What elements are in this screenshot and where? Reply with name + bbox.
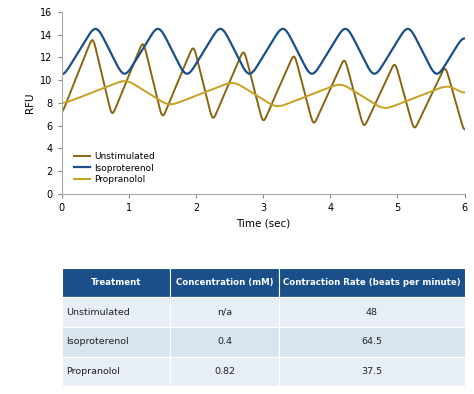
Bar (171, 297, 279, 327)
Propranolol (255, 94, 261, 98)
Text: 48: 48 (366, 308, 378, 317)
Unstimulated (450, 90, 456, 95)
Bar (62, 297, 171, 327)
Unstimulated (79, 60, 85, 65)
Text: Unstimulated: Unstimulated (66, 308, 130, 317)
Bar (62, 327, 171, 357)
Unstimulated (244, 59, 250, 63)
Unstimulated (462, 127, 467, 132)
Propranolol (376, 104, 382, 109)
Text: 0.4: 0.4 (217, 337, 232, 346)
Isoproterenol (450, 50, 456, 55)
Bar (171, 327, 279, 357)
Propranolol (450, 85, 456, 90)
Text: Concentration (mM): Concentration (mM) (176, 278, 273, 287)
Propranolol (122, 79, 128, 84)
Unstimulated (255, 101, 261, 106)
Bar (171, 268, 279, 297)
Bar (62, 357, 171, 386)
Line: Unstimulated: Unstimulated (62, 40, 465, 129)
Bar (171, 357, 279, 386)
Bar (279, 357, 465, 386)
Propranolol (462, 90, 467, 95)
Propranolol (59, 100, 64, 105)
Bar (279, 268, 465, 297)
Y-axis label: RFU: RFU (25, 93, 35, 113)
Text: 37.5: 37.5 (361, 367, 383, 376)
Line: Isoproterenol: Isoproterenol (62, 29, 465, 74)
Legend: Unstimulated, Isoproterenol, Propranolol: Unstimulated, Isoproterenol, Propranolol (70, 149, 159, 188)
Isoproterenol (255, 63, 261, 67)
Text: 0.82: 0.82 (214, 367, 235, 376)
Bar (62, 268, 171, 297)
Unstimulated (90, 38, 95, 43)
Text: Isoproterenol: Isoproterenol (66, 337, 129, 346)
Propranolol (450, 86, 456, 91)
Propranolol (79, 94, 85, 99)
Text: 64.5: 64.5 (361, 337, 383, 346)
Isoproterenol (79, 43, 85, 48)
Text: Propranolol: Propranolol (66, 367, 120, 376)
X-axis label: Time (sec): Time (sec) (236, 218, 290, 229)
Unstimulated (450, 90, 456, 95)
Isoproterenol (450, 50, 456, 55)
Propranolol (244, 87, 250, 92)
Line: Propranolol: Propranolol (62, 81, 465, 108)
Text: Contraction Rate (beats per minute): Contraction Rate (beats per minute) (283, 278, 461, 287)
Isoproterenol (92, 26, 98, 31)
Bar (279, 327, 465, 357)
Bar (279, 297, 465, 327)
Isoproterenol (462, 36, 467, 41)
Text: Treatment: Treatment (91, 278, 141, 287)
Isoproterenol (244, 70, 250, 75)
Isoproterenol (59, 72, 64, 77)
Propranolol (383, 106, 388, 110)
Text: n/a: n/a (217, 308, 232, 317)
Unstimulated (376, 93, 382, 98)
Isoproterenol (376, 68, 382, 73)
Unstimulated (59, 109, 64, 114)
